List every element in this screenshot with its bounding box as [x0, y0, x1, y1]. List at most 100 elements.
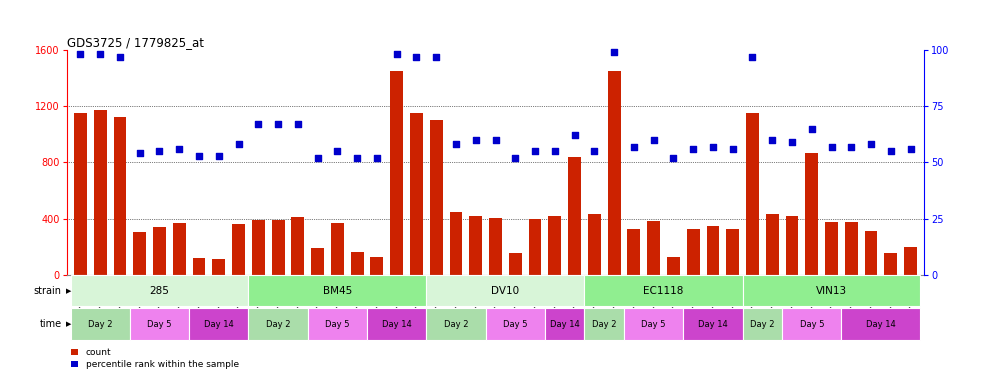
Bar: [71, 308, 130, 340]
Point: [151, 148, 167, 154]
Text: Day 14: Day 14: [550, 319, 580, 329]
Bar: [825, 222, 838, 275]
Bar: [627, 228, 640, 275]
Bar: [71, 275, 248, 306]
Point: [73, 51, 88, 58]
Bar: [765, 215, 778, 275]
Text: Day 2: Day 2: [87, 319, 112, 329]
Bar: [549, 216, 562, 275]
Point: [448, 141, 464, 147]
Text: Day 2: Day 2: [443, 319, 468, 329]
Point: [132, 151, 148, 157]
Bar: [587, 215, 600, 275]
Bar: [429, 120, 442, 275]
Text: Day 14: Day 14: [866, 319, 896, 329]
Point: [685, 146, 701, 152]
Point: [468, 137, 484, 143]
Bar: [545, 308, 584, 340]
Bar: [371, 257, 384, 275]
Bar: [647, 221, 660, 275]
Legend: count, percentile rank within the sample: count, percentile rank within the sample: [72, 348, 239, 369]
Bar: [291, 217, 304, 275]
Bar: [683, 308, 743, 340]
Bar: [469, 216, 482, 275]
Point: [824, 144, 840, 150]
Text: ▶: ▶: [66, 288, 71, 294]
Point: [606, 49, 622, 55]
Point: [231, 141, 247, 147]
Point: [764, 137, 780, 143]
Bar: [486, 308, 545, 340]
Text: Day 2: Day 2: [265, 319, 290, 329]
Point: [567, 132, 582, 139]
Bar: [865, 231, 878, 275]
Bar: [113, 118, 126, 275]
Text: Day 5: Day 5: [641, 319, 666, 329]
Point: [310, 155, 326, 161]
Bar: [584, 308, 624, 340]
Text: strain: strain: [34, 286, 62, 296]
Text: Day 14: Day 14: [698, 319, 728, 329]
Text: time: time: [40, 319, 62, 329]
Bar: [351, 252, 364, 275]
Bar: [707, 226, 720, 275]
Point: [349, 155, 365, 161]
Bar: [782, 308, 841, 340]
Point: [488, 137, 504, 143]
Text: VIN13: VIN13: [816, 286, 847, 296]
Bar: [173, 223, 186, 275]
Point: [369, 155, 385, 161]
Text: Day 14: Day 14: [204, 319, 234, 329]
Text: Day 14: Day 14: [382, 319, 412, 329]
Text: Day 2: Day 2: [592, 319, 616, 329]
Point: [270, 121, 286, 127]
Bar: [391, 71, 404, 275]
Point: [646, 137, 662, 143]
Point: [92, 51, 108, 58]
Bar: [248, 308, 308, 340]
Bar: [785, 216, 798, 275]
Text: Day 5: Day 5: [503, 319, 528, 329]
Bar: [489, 218, 502, 275]
Bar: [133, 232, 146, 275]
Bar: [426, 275, 584, 306]
Bar: [746, 113, 758, 275]
Bar: [193, 258, 206, 275]
Bar: [667, 257, 680, 275]
Text: EC1118: EC1118: [643, 286, 684, 296]
Bar: [449, 212, 462, 275]
Bar: [93, 110, 106, 275]
Bar: [743, 308, 782, 340]
Bar: [311, 248, 324, 275]
Point: [665, 155, 681, 161]
Point: [784, 139, 800, 145]
Bar: [251, 220, 264, 275]
Point: [250, 121, 266, 127]
Bar: [841, 308, 920, 340]
Bar: [153, 227, 166, 275]
Point: [586, 148, 602, 154]
Bar: [271, 220, 284, 275]
Point: [211, 152, 227, 159]
Point: [527, 148, 543, 154]
Point: [389, 51, 405, 58]
Bar: [569, 157, 581, 275]
Text: GDS3725 / 1779825_at: GDS3725 / 1779825_at: [67, 36, 204, 49]
Bar: [308, 308, 367, 340]
Text: DV10: DV10: [491, 286, 520, 296]
Bar: [885, 253, 898, 275]
Bar: [74, 113, 86, 275]
Point: [547, 148, 563, 154]
Point: [705, 144, 721, 150]
Point: [428, 54, 444, 60]
Point: [409, 54, 424, 60]
Point: [745, 54, 760, 60]
Bar: [130, 308, 189, 340]
Point: [191, 152, 207, 159]
Point: [507, 155, 523, 161]
Bar: [687, 229, 700, 275]
Text: BM45: BM45: [323, 286, 352, 296]
Bar: [213, 260, 226, 275]
Bar: [624, 308, 683, 340]
Bar: [331, 223, 344, 275]
